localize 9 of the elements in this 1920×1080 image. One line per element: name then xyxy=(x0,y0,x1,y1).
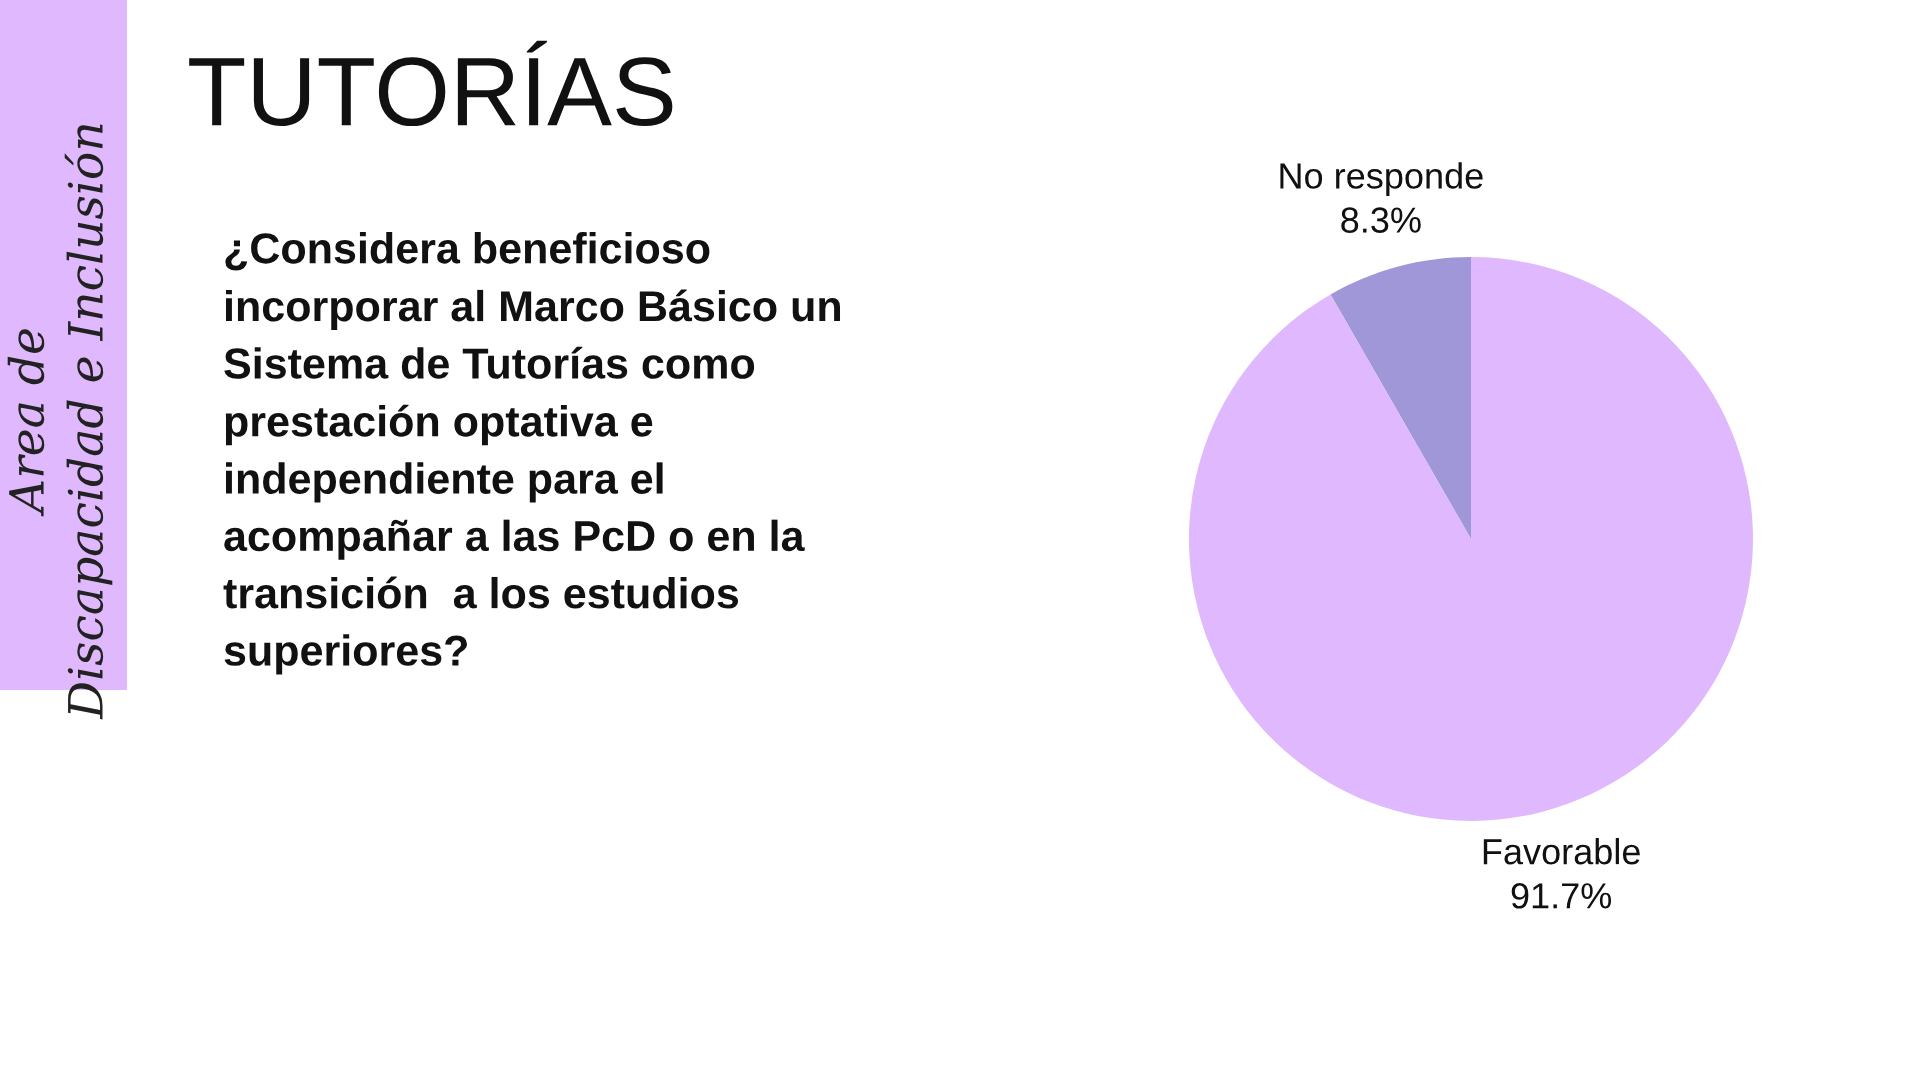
slice-label: No responde xyxy=(1280,162,1483,196)
data-label: 8.3% xyxy=(1341,207,1421,233)
chart-title: TUTORÍAS xyxy=(189,40,673,127)
text: ¿Considera beneficioso incorporar al Marco Básico un Sistema de Tutorías como prestación optativa e independiente para el acompañar a las PcD o en la transición a los estudios superiores? xyxy=(223,232,841,675)
data-label: 91.7% xyxy=(1511,883,1612,909)
text: Area de Discapacidad e Inclusión xyxy=(7,124,113,720)
pie-slice xyxy=(1189,257,1753,821)
pie-slice xyxy=(1330,257,1471,539)
slice-label: Favorable xyxy=(1483,837,1640,865)
